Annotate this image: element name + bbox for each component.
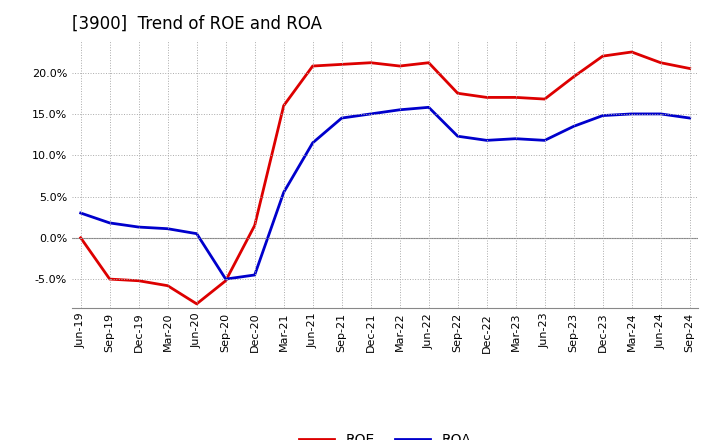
ROA: [657, 111, 665, 117]
ROA: [482, 138, 491, 143]
Legend: ROE, ROA: ROE, ROA: [294, 428, 477, 440]
ROE: [685, 66, 694, 71]
Line: ROA: ROA: [81, 107, 690, 279]
ROE: [251, 223, 259, 228]
ROE: [338, 62, 346, 67]
ROA: [570, 124, 578, 129]
ROA: [105, 220, 114, 226]
ROA: [135, 224, 143, 230]
ROE: [627, 49, 636, 55]
ROE: [454, 91, 462, 96]
ROE: [395, 63, 404, 69]
ROE: [105, 276, 114, 282]
ROA: [598, 113, 607, 118]
ROE: [192, 301, 201, 307]
ROA: [511, 136, 520, 141]
ROA: [76, 210, 85, 216]
ROE: [308, 63, 317, 69]
ROA: [163, 226, 172, 231]
ROA: [454, 134, 462, 139]
ROE: [279, 103, 288, 108]
ROE: [541, 96, 549, 102]
ROA: [541, 138, 549, 143]
ROE: [221, 278, 230, 283]
ROE: [366, 60, 375, 66]
ROE: [424, 60, 433, 66]
Line: ROE: ROE: [81, 52, 690, 304]
ROE: [511, 95, 520, 100]
ROE: [482, 95, 491, 100]
ROA: [424, 105, 433, 110]
ROE: [570, 74, 578, 79]
ROA: [627, 111, 636, 117]
ROA: [395, 107, 404, 113]
ROE: [657, 60, 665, 66]
ROA: [338, 115, 346, 121]
ROA: [308, 140, 317, 146]
ROE: [163, 283, 172, 288]
ROA: [279, 190, 288, 195]
ROE: [135, 278, 143, 283]
ROA: [366, 111, 375, 117]
ROA: [221, 276, 230, 282]
ROA: [251, 272, 259, 278]
ROA: [192, 231, 201, 236]
Text: [3900]  Trend of ROE and ROA: [3900] Trend of ROE and ROA: [72, 15, 322, 33]
ROE: [76, 235, 85, 240]
ROE: [598, 54, 607, 59]
ROA: [685, 115, 694, 121]
